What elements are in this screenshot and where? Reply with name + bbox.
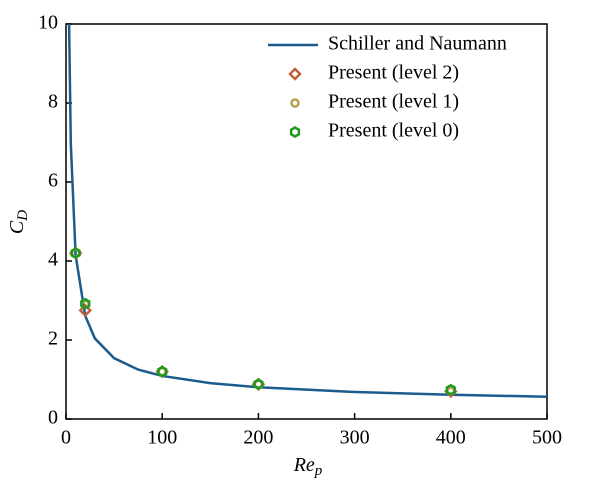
y-tick-label: 2 bbox=[48, 328, 58, 350]
x-tick-label: 100 bbox=[147, 427, 177, 449]
y-tick-label: 8 bbox=[48, 91, 58, 113]
legend-label: Present (level 0) bbox=[328, 120, 459, 142]
legend-label: Present (level 1) bbox=[328, 91, 459, 113]
x-tick-label: 0 bbox=[61, 427, 71, 449]
y-tick-label: 6 bbox=[48, 170, 58, 192]
x-tick-label: 500 bbox=[532, 427, 562, 449]
plot-area bbox=[67, 24, 547, 399]
y-tick-label: 4 bbox=[48, 249, 58, 271]
y-axis-label: CD bbox=[6, 210, 32, 234]
marker bbox=[80, 297, 91, 310]
legend-marker bbox=[290, 98, 300, 108]
y-tick-label: 0 bbox=[48, 407, 58, 429]
y-label-main: C bbox=[6, 220, 28, 234]
marker bbox=[253, 378, 264, 391]
x-tick-label: 400 bbox=[436, 427, 466, 449]
x-label-main: Re bbox=[293, 454, 315, 476]
x-axis-label: Rep bbox=[293, 454, 323, 480]
marker bbox=[70, 247, 81, 260]
plot-frame bbox=[65, 23, 548, 420]
marker bbox=[445, 383, 456, 396]
legend-marker bbox=[289, 126, 301, 138]
y-label-sub: D bbox=[15, 210, 31, 222]
legend-marker bbox=[288, 67, 302, 81]
curve bbox=[67, 24, 547, 398]
y-tick-label: 10 bbox=[38, 12, 58, 34]
x-tick-label: 200 bbox=[243, 427, 273, 449]
marker bbox=[157, 365, 168, 378]
legend-label: Schiller and Naumann bbox=[328, 33, 507, 55]
x-label-sub: p bbox=[314, 463, 323, 479]
legend-label: Present (level 2) bbox=[328, 62, 459, 84]
marker bbox=[78, 303, 93, 318]
x-tick-label: 300 bbox=[340, 427, 370, 449]
